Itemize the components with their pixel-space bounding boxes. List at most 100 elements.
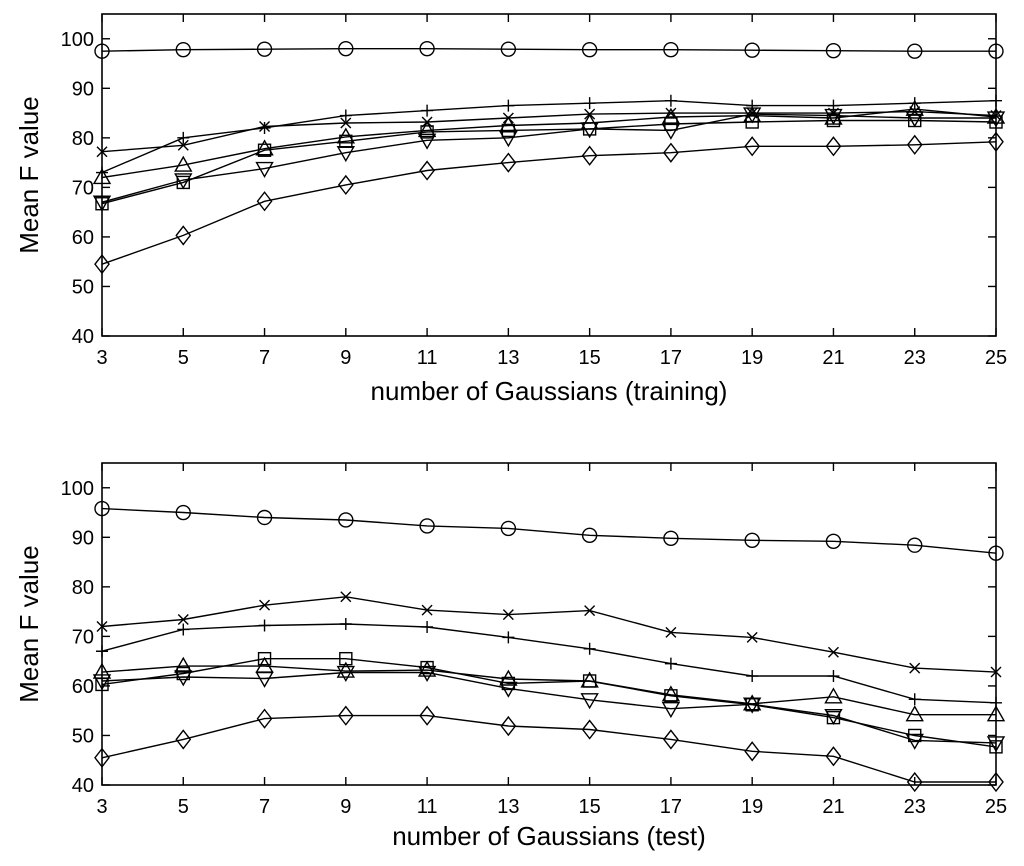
data-point-plus bbox=[908, 97, 921, 110]
data-point-diamond bbox=[419, 160, 435, 181]
data-point-diamond bbox=[988, 771, 1004, 793]
y-tick-label: 40 bbox=[72, 326, 94, 348]
x-tick-label: 7 bbox=[259, 796, 270, 818]
data-point-circle bbox=[500, 520, 517, 537]
series-circle bbox=[94, 40, 1004, 59]
data-point-triangle bbox=[255, 139, 274, 156]
data-point-triangle-down bbox=[499, 681, 518, 698]
data-point-plus bbox=[583, 642, 596, 655]
x-tick-label: 17 bbox=[660, 347, 682, 369]
data-point-circle bbox=[175, 504, 191, 521]
data-point-triangle bbox=[92, 168, 112, 185]
data-point-diamond bbox=[256, 191, 273, 212]
data-point-diamond bbox=[744, 741, 761, 762]
y-tick-label: 90 bbox=[72, 78, 94, 100]
data-point-triangle-down bbox=[580, 693, 599, 710]
x-tick-label: 21 bbox=[822, 347, 844, 369]
x-tick-label: 11 bbox=[417, 796, 438, 818]
data-point-triangle-down bbox=[905, 733, 924, 750]
data-point-plus bbox=[746, 670, 759, 683]
data-point-x bbox=[96, 620, 108, 632]
series-line-circle bbox=[101, 507, 997, 554]
data-point-triangle bbox=[742, 694, 762, 711]
x-axis-label: number of Gaussians (test) bbox=[392, 821, 706, 851]
data-point-triangle-down bbox=[661, 123, 681, 140]
x-tick-label: 9 bbox=[340, 347, 351, 369]
x-tick-label: 17 bbox=[660, 796, 682, 818]
data-point-diamond bbox=[419, 705, 435, 726]
data-point-diamond bbox=[581, 719, 598, 740]
data-point-plus bbox=[258, 121, 271, 134]
data-point-plus bbox=[502, 631, 515, 644]
data-point-square bbox=[826, 113, 841, 128]
series-line-circle bbox=[101, 48, 996, 52]
data-point-diamond bbox=[663, 729, 679, 750]
data-point-diamond bbox=[906, 134, 923, 155]
x-tick-label: 13 bbox=[497, 796, 519, 818]
data-point-triangle-down bbox=[499, 131, 518, 148]
data-point-plus bbox=[908, 693, 921, 706]
data-point-x bbox=[340, 117, 352, 129]
series-group bbox=[92, 40, 1006, 275]
data-point-x bbox=[259, 599, 271, 611]
series-circle bbox=[94, 500, 1004, 561]
x-tick-label: 7 bbox=[259, 347, 270, 369]
data-point-circle bbox=[581, 41, 598, 58]
data-point-diamond bbox=[988, 131, 1004, 152]
data-point-plus bbox=[990, 94, 1002, 107]
data-point-triangle-down bbox=[661, 702, 681, 719]
data-point-circle bbox=[419, 40, 435, 57]
data-point-circle bbox=[744, 532, 760, 548]
plot-frame bbox=[101, 462, 997, 786]
y-tick-label: 80 bbox=[72, 577, 94, 599]
data-point-plus bbox=[258, 619, 271, 632]
data-point-square bbox=[989, 115, 1003, 129]
x-tick-label: 15 bbox=[579, 796, 601, 818]
data-point-circle bbox=[907, 537, 923, 553]
data-point-square bbox=[257, 143, 272, 157]
series-line-x bbox=[101, 596, 997, 673]
x-tick-label: 13 bbox=[497, 347, 519, 369]
data-point-triangle bbox=[824, 687, 843, 704]
data-point-x bbox=[96, 146, 108, 158]
data-point-circle bbox=[94, 500, 110, 517]
data-point-triangle-down bbox=[905, 111, 924, 128]
x-tick-label: 25 bbox=[985, 347, 1007, 369]
series-plus bbox=[96, 618, 1002, 709]
series-x bbox=[96, 591, 1002, 678]
x-tick-labels: 3 5 7 9 11 13 15 17 19 21 23 25 bbox=[96, 347, 1007, 369]
series-triangle-down bbox=[92, 107, 1006, 212]
series-line-square bbox=[101, 119, 997, 205]
x-axis-label: number of Gaussians (training) bbox=[371, 376, 728, 406]
y-tick-label: 70 bbox=[72, 177, 94, 199]
data-point-x bbox=[909, 662, 921, 674]
data-point-triangle bbox=[986, 705, 1006, 722]
series-line-triangle-down bbox=[101, 671, 997, 744]
data-point-x bbox=[502, 609, 514, 621]
series-line-plus bbox=[101, 623, 997, 704]
data-point-square bbox=[908, 728, 922, 743]
data-point-plus bbox=[177, 623, 190, 636]
data-point-x bbox=[827, 646, 839, 658]
data-point-triangle bbox=[174, 656, 193, 673]
x-tick-label: 21 bbox=[822, 796, 844, 818]
data-point-circle bbox=[907, 43, 923, 59]
data-point-diamond bbox=[663, 142, 679, 163]
data-point-diamond bbox=[906, 771, 923, 793]
series-triangle bbox=[92, 656, 1006, 722]
data-point-diamond bbox=[94, 747, 110, 768]
data-point-triangle-down bbox=[742, 107, 762, 124]
data-point-triangle-down bbox=[417, 665, 437, 682]
data-point-diamond bbox=[581, 145, 598, 166]
series-triangle-down bbox=[92, 665, 1006, 753]
data-point-triangle bbox=[174, 155, 193, 172]
y-tick-labels: 40 50 60 70 80 90 100 bbox=[61, 478, 94, 797]
data-point-plus bbox=[502, 99, 515, 112]
data-point-triangle-down bbox=[986, 111, 1006, 128]
series-triangle bbox=[92, 99, 1006, 185]
series-diamond bbox=[94, 705, 1004, 793]
data-point-circle bbox=[825, 533, 842, 549]
data-point-circle bbox=[744, 42, 760, 58]
data-point-plus bbox=[421, 620, 434, 633]
data-point-plus bbox=[746, 99, 759, 112]
